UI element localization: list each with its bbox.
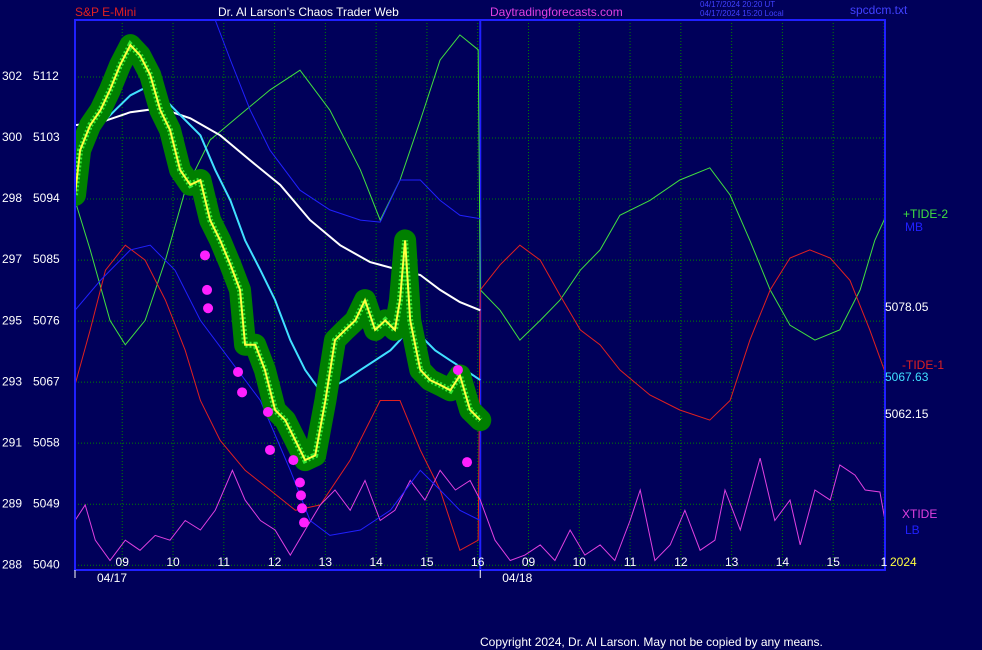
degree-label: 293	[2, 374, 22, 388]
timestamp: 04/17/2024 15:20 Local	[700, 9, 784, 18]
x-tick-label: 14	[369, 555, 383, 569]
series-line	[75, 457, 885, 562]
signal-dot	[200, 250, 211, 261]
x-tick-label: 12	[268, 555, 282, 569]
y-tick-label: 5049	[33, 496, 60, 510]
legend-label: -TIDE-1	[902, 358, 944, 372]
date-label: 04/17	[97, 571, 127, 585]
degree-label: 302	[2, 69, 22, 83]
signal-dot	[202, 284, 213, 295]
x-tick-label: 12	[674, 555, 688, 569]
signal-dot	[297, 503, 308, 514]
signal-dot	[203, 303, 214, 314]
series-line	[75, 244, 481, 536]
signal-dot	[462, 457, 473, 468]
degree-label: 288	[2, 557, 22, 571]
series-line	[214, 20, 481, 223]
timestamp: 04/17/2024 20:20 UT	[700, 0, 775, 9]
year: 2024	[890, 555, 917, 569]
x-tick-label: 13	[319, 555, 333, 569]
annotation: 5062.15	[885, 407, 929, 421]
x-tick-label: 14	[776, 555, 790, 569]
signal-dot	[237, 387, 248, 398]
degree-label: 291	[2, 435, 22, 449]
signal-dot	[295, 490, 306, 501]
degree-label: 289	[2, 496, 22, 510]
x-tick-label: 11	[218, 555, 231, 569]
y-tick-label: 5058	[33, 435, 60, 449]
annotation: 5067.63	[885, 370, 929, 384]
y-tick-label: 5067	[33, 374, 60, 388]
series-line	[75, 43, 482, 462]
plot-area	[75, 20, 885, 562]
legend-label: LB	[905, 523, 920, 537]
series-line	[75, 107, 481, 312]
legend-label: +TIDE-2	[903, 207, 948, 221]
degree-label: 298	[2, 191, 22, 205]
website: Daytradingforecasts.com	[490, 5, 623, 19]
x-tick-label: 15	[827, 555, 841, 569]
degree-label: 300	[2, 130, 22, 144]
y-tick-label: 5076	[33, 313, 60, 327]
y-tick-label: 5040	[33, 557, 60, 571]
y-tick-label: 5085	[33, 252, 60, 266]
labels: 5040 288 5049 289 5058 291 5067 293 5076 295 5085 2…	[2, 69, 948, 585]
x-tick-label: 11	[624, 555, 637, 569]
date-label: 04/18	[502, 571, 532, 585]
signal-dot	[299, 517, 310, 528]
x-tick-label: 16	[471, 555, 485, 569]
file-name: spcdcm.txt	[850, 3, 908, 17]
legend-label: MB	[905, 220, 923, 234]
chart-title: Dr. Al Larson's Chaos Trader Web	[218, 5, 399, 19]
x-tick-label: 10	[573, 555, 587, 569]
copyright: Copyright 2024, Dr. Al Larson. May not b…	[480, 635, 823, 649]
x-tick-label: 09	[522, 555, 536, 569]
x-tick-label: 09	[116, 555, 130, 569]
signal-dot	[452, 364, 463, 375]
signal-dot	[233, 366, 244, 377]
signal-dot	[294, 477, 305, 488]
y-tick-label: 5094	[33, 191, 60, 205]
signal-dot	[262, 406, 273, 417]
x-tick-label: 13	[725, 555, 739, 569]
x-tick-label: 10	[166, 555, 180, 569]
degree-label: 295	[2, 313, 22, 327]
x-tick-label: 15	[420, 555, 434, 569]
legend-label: XTIDE	[902, 507, 937, 521]
instrument: S&P E-Mini	[75, 5, 136, 19]
signal-dot	[265, 444, 276, 455]
x-tick-label: 1	[881, 555, 888, 569]
y-tick-label: 5103	[33, 130, 60, 144]
y-tick-label: 5112	[33, 69, 59, 83]
annotation: 5078.05	[885, 300, 929, 314]
signal-dot	[288, 455, 299, 466]
degree-label: 297	[2, 252, 22, 266]
